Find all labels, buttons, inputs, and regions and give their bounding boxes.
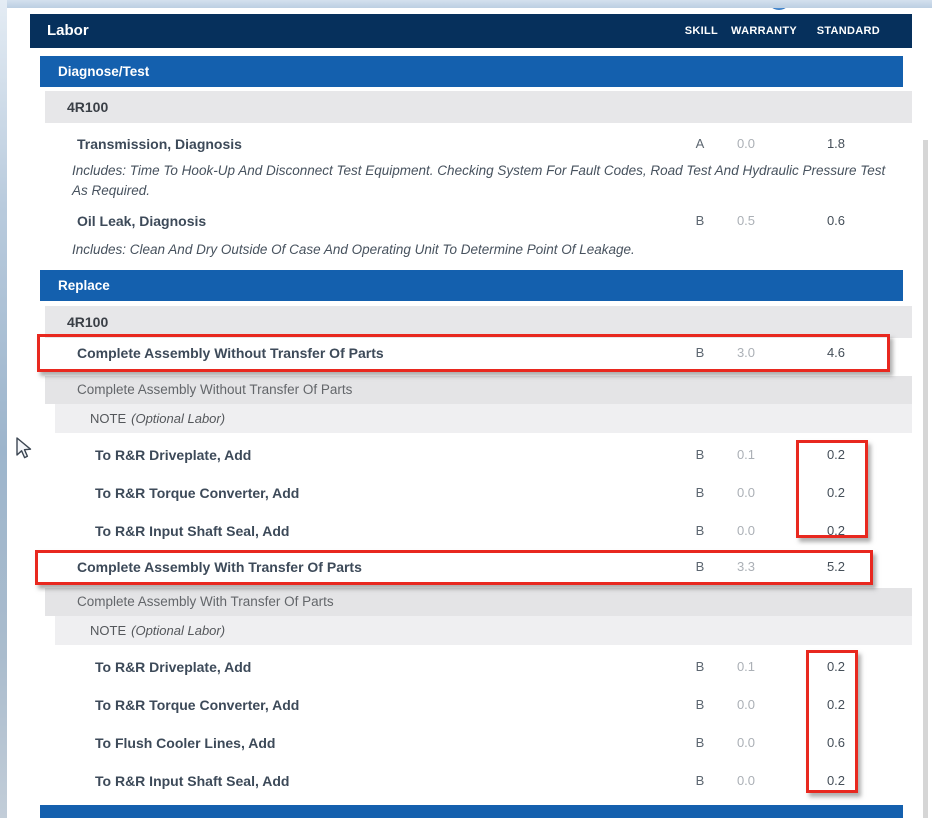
- labor-row-title: To R&R Driveplate, Add: [95, 659, 252, 675]
- labor-row-title: Complete Assembly Without Transfer Of Pa…: [77, 345, 384, 361]
- labor-row-rr-input-shaft-seal-add[interactable]: To R&R Input Shaft Seal, Add B 0.0 0.2: [30, 516, 912, 546]
- labor-row-title: Transmission, Diagnosis: [77, 136, 242, 152]
- warranty-value: 0.0: [736, 523, 756, 538]
- note-label: NOTE: [90, 411, 127, 426]
- skill-value: B: [695, 659, 705, 674]
- column-header-standard: STANDARD: [816, 25, 880, 37]
- standard-value: 4.6: [826, 345, 846, 360]
- warranty-value: 0.0: [736, 735, 756, 750]
- section-header-replace[interactable]: Replace: [40, 270, 903, 301]
- next-section-bar-clipped: [40, 805, 903, 818]
- labor-row-complete-assembly-without-transfer[interactable]: Complete Assembly Without Transfer Of Pa…: [30, 338, 912, 368]
- column-header-skill: SKILL: [684, 25, 718, 37]
- labor-table-header: Labor SKILL WARRANTY STANDARD: [30, 14, 912, 48]
- skill-value: B: [695, 735, 705, 750]
- labor-row-flush-cooler-lines-add[interactable]: To Flush Cooler Lines, Add B 0.0 0.6: [30, 728, 912, 758]
- standard-value: 0.2: [826, 447, 846, 462]
- labor-row-rr-torque-converter-add[interactable]: To R&R Torque Converter, Add B 0.0 0.2: [30, 478, 912, 508]
- note-detail: (Optional Labor): [131, 623, 226, 638]
- standard-value: 0.6: [826, 213, 846, 228]
- skill-value: B: [695, 485, 705, 500]
- note-detail: (Optional Labor): [131, 411, 226, 426]
- labor-row-title: To Flush Cooler Lines, Add: [95, 735, 276, 751]
- standard-value: 1.8: [826, 136, 846, 151]
- standard-value: 0.6: [826, 735, 846, 750]
- labor-row-rr-driveplate-add[interactable]: To R&R Driveplate, Add B 0.1 0.2: [30, 440, 912, 470]
- mouse-cursor-icon: [16, 437, 32, 459]
- section-header-diagnose-test[interactable]: Diagnose/Test: [40, 56, 903, 87]
- labor-row-title: To R&R Torque Converter, Add: [95, 697, 300, 713]
- note-optional-labor: NOTE (Optional Labor): [55, 404, 912, 433]
- labor-row-title: To R&R Torque Converter, Add: [95, 485, 300, 501]
- labor-row-title: To R&R Input Shaft Seal, Add: [95, 523, 290, 539]
- warranty-value: 3.0: [736, 345, 756, 360]
- subheader-complete-assembly-with-transfer: Complete Assembly With Transfer Of Parts: [45, 588, 912, 616]
- warranty-value: 0.0: [736, 485, 756, 500]
- labor-row-title: Complete Assembly With Transfer Of Parts: [77, 559, 362, 575]
- labor-row-complete-assembly-with-transfer[interactable]: Complete Assembly With Transfer Of Parts…: [30, 552, 912, 582]
- labor-row-title: To R&R Driveplate, Add: [95, 447, 252, 463]
- warranty-value: 0.0: [736, 136, 756, 151]
- labor-row-oil-leak-diagnosis[interactable]: Oil Leak, Diagnosis B 0.5 0.6: [30, 206, 912, 236]
- subheader-complete-assembly-without-transfer: Complete Assembly Without Transfer Of Pa…: [45, 376, 912, 404]
- warranty-value: 0.5: [736, 213, 756, 228]
- includes-note-transmission: Includes: Time To Hook-Up And Disconnect…: [72, 163, 886, 198]
- column-header-warranty: WARRANTY: [731, 25, 797, 37]
- warranty-value: 0.0: [736, 773, 756, 788]
- window-left-edge: [0, 0, 7, 818]
- window-top-edge: [0, 0, 932, 8]
- labor-row-rr-torque-converter-add[interactable]: To R&R Torque Converter, Add B 0.0 0.2: [30, 690, 912, 720]
- labor-row-rr-driveplate-add[interactable]: To R&R Driveplate, Add B 0.1 0.2: [30, 652, 912, 682]
- warranty-value: 0.1: [736, 447, 756, 462]
- skill-value: B: [695, 773, 705, 788]
- model-header-4r100[interactable]: 4R100: [45, 91, 912, 123]
- labor-row-transmission-diagnosis[interactable]: Transmission, Diagnosis A 0.0 1.8: [30, 129, 912, 159]
- skill-value: B: [695, 697, 705, 712]
- skill-value: A: [695, 136, 705, 151]
- skill-value: B: [695, 447, 705, 462]
- warranty-value: 3.3: [736, 559, 756, 574]
- standard-value: 0.2: [826, 523, 846, 538]
- warranty-value: 0.0: [736, 697, 756, 712]
- warranty-value: 0.1: [736, 659, 756, 674]
- skill-value: B: [695, 345, 705, 360]
- standard-value: 0.2: [826, 659, 846, 674]
- skill-value: B: [695, 213, 705, 228]
- standard-value: 0.2: [826, 697, 846, 712]
- labor-row-rr-input-shaft-seal-add[interactable]: To R&R Input Shaft Seal, Add B 0.0 0.2: [30, 766, 912, 796]
- standard-value: 0.2: [826, 485, 846, 500]
- skill-value: B: [695, 559, 705, 574]
- includes-note-oil-leak: Includes: Clean And Dry Outside Of Case …: [72, 242, 635, 257]
- standard-value: 5.2: [826, 559, 846, 574]
- vertical-scrollbar[interactable]: [923, 140, 928, 818]
- note-optional-labor: NOTE (Optional Labor): [55, 616, 912, 645]
- skill-value: B: [695, 523, 705, 538]
- labor-header-title: Labor: [47, 22, 89, 39]
- note-label: NOTE: [90, 623, 127, 638]
- labor-row-title: Oil Leak, Diagnosis: [77, 213, 207, 229]
- standard-value: 0.2: [826, 773, 846, 788]
- labor-row-title: To R&R Input Shaft Seal, Add: [95, 773, 290, 789]
- model-header-4r100[interactable]: 4R100: [45, 306, 912, 338]
